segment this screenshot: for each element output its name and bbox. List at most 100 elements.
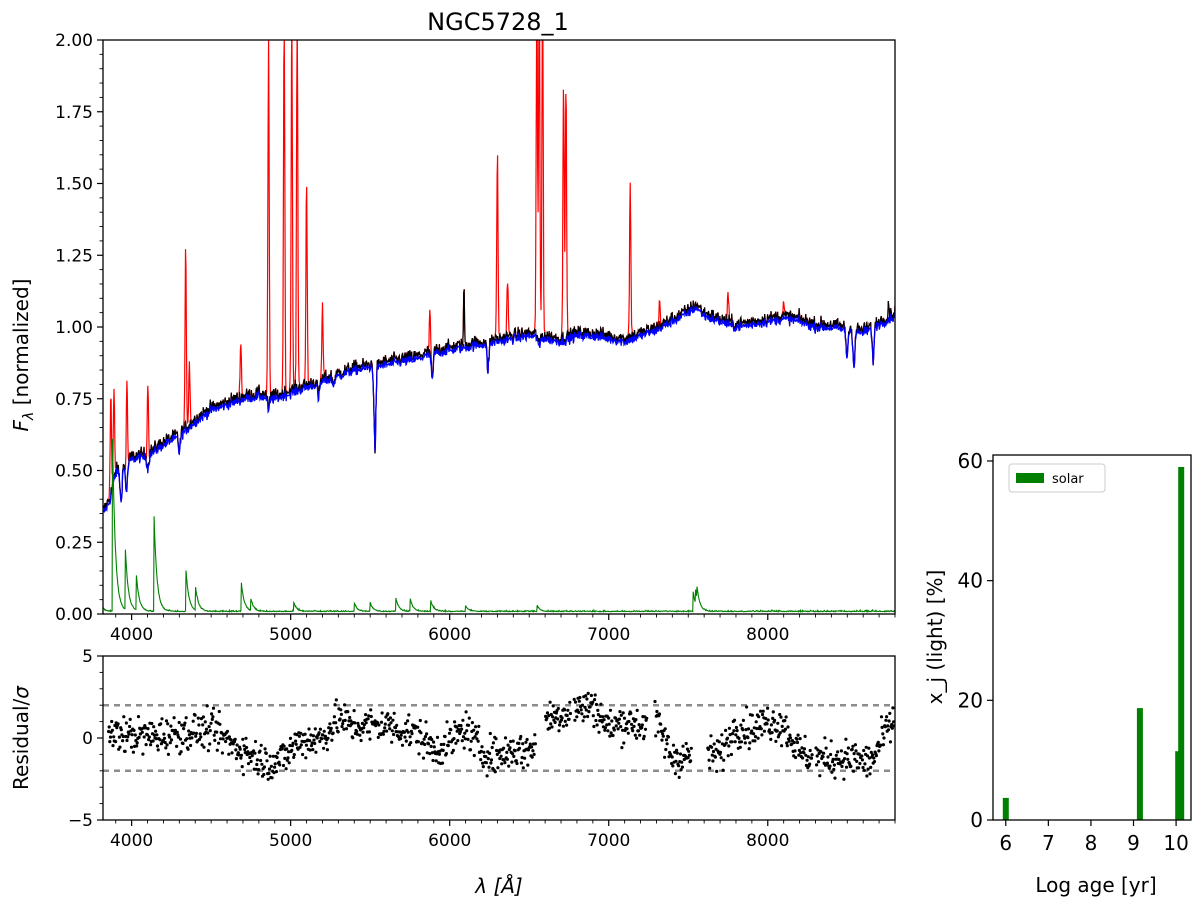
residual-point bbox=[707, 758, 711, 762]
residual-x-tick-label: 7000 bbox=[587, 831, 630, 851]
residual-point bbox=[468, 748, 473, 752]
residual-point bbox=[556, 717, 560, 721]
residual-point bbox=[663, 727, 667, 731]
residual-point bbox=[548, 700, 552, 704]
residual-point bbox=[832, 767, 836, 772]
residual-point bbox=[862, 768, 866, 772]
residual-point bbox=[318, 727, 322, 731]
residual-point bbox=[724, 741, 728, 745]
residual-point bbox=[822, 751, 826, 755]
spectrum-series bbox=[103, 40, 895, 614]
residual-point bbox=[123, 749, 127, 754]
residual-point bbox=[594, 718, 598, 723]
residual-point bbox=[843, 757, 847, 761]
residual-point bbox=[497, 750, 501, 754]
residual-point bbox=[475, 730, 480, 734]
residual-point bbox=[339, 712, 343, 717]
residual-point bbox=[713, 755, 718, 759]
residual-point bbox=[168, 735, 172, 739]
residual-point bbox=[881, 732, 885, 736]
residual-point bbox=[137, 735, 141, 740]
residual-point bbox=[485, 774, 489, 778]
spectrum-y-axis-label-rest: [normalized] bbox=[9, 279, 33, 412]
residual-point bbox=[717, 740, 721, 744]
residual-point bbox=[366, 717, 370, 721]
residual-point bbox=[333, 703, 337, 707]
residual-point bbox=[766, 706, 770, 710]
residual-point bbox=[796, 733, 800, 737]
residual-point bbox=[884, 718, 888, 722]
residual-point bbox=[494, 737, 498, 741]
residual-point bbox=[829, 739, 833, 743]
residual-point bbox=[430, 737, 434, 742]
residual-point bbox=[779, 715, 783, 719]
residual-point bbox=[737, 736, 741, 741]
residual-point bbox=[338, 717, 342, 721]
residual-point bbox=[447, 731, 452, 735]
residual-point bbox=[514, 759, 518, 763]
residual-point bbox=[313, 741, 317, 746]
residual-point bbox=[783, 719, 787, 723]
residual-point bbox=[722, 758, 726, 762]
residual-point bbox=[788, 733, 792, 737]
residual-point bbox=[601, 715, 605, 719]
residual-point bbox=[302, 739, 307, 744]
residual-point bbox=[774, 739, 778, 744]
residual-point bbox=[735, 729, 739, 733]
residual-point bbox=[315, 736, 319, 740]
residual-point bbox=[609, 731, 613, 735]
residual-point bbox=[719, 756, 723, 760]
residual-point bbox=[882, 736, 886, 740]
residual-point bbox=[334, 698, 338, 702]
residual-x-tick-label: 6000 bbox=[428, 831, 471, 851]
residual-point bbox=[339, 708, 343, 712]
residual-point bbox=[565, 713, 569, 718]
residual-y-tick-label: 5 bbox=[82, 647, 93, 667]
residual-point bbox=[238, 747, 242, 751]
residual-point bbox=[163, 740, 167, 745]
residual-point bbox=[182, 727, 186, 731]
residual-point bbox=[524, 740, 528, 744]
residual-point bbox=[828, 764, 832, 768]
residual-point bbox=[382, 729, 386, 733]
residual-point bbox=[440, 761, 445, 765]
residual-point bbox=[637, 723, 641, 727]
residual-point bbox=[444, 752, 448, 756]
residual-point bbox=[496, 766, 500, 770]
residual-point bbox=[343, 718, 347, 723]
residual-point bbox=[359, 738, 363, 743]
residual-point bbox=[592, 724, 596, 729]
residual-point bbox=[404, 739, 408, 743]
residual-point bbox=[155, 733, 159, 737]
residual-point bbox=[756, 736, 760, 740]
residual-point bbox=[584, 694, 588, 698]
residual-point bbox=[286, 756, 290, 760]
residual-point bbox=[265, 759, 269, 763]
residual-point bbox=[808, 748, 812, 753]
residual-point bbox=[155, 744, 160, 748]
residual-point bbox=[267, 771, 271, 776]
residual-point bbox=[267, 767, 272, 771]
residual-series bbox=[103, 691, 895, 781]
residual-point bbox=[677, 775, 681, 780]
residual-point bbox=[831, 757, 835, 762]
residual-point bbox=[275, 755, 279, 760]
residual-point bbox=[324, 741, 328, 745]
residual-point bbox=[259, 743, 263, 747]
population-bar bbox=[1178, 467, 1185, 820]
residual-point bbox=[753, 739, 757, 743]
population-x-tick-label: 8 bbox=[1085, 831, 1098, 855]
residual-point bbox=[839, 749, 844, 753]
residual-point bbox=[142, 735, 146, 739]
residual-point bbox=[846, 757, 850, 761]
residual-point bbox=[234, 748, 238, 752]
spectrum-y-tick-label: 0.75 bbox=[55, 390, 93, 410]
residual-point bbox=[348, 715, 352, 720]
residual-point bbox=[656, 730, 660, 734]
residual-point bbox=[715, 769, 719, 774]
residual-point bbox=[887, 719, 891, 723]
residual-point bbox=[110, 719, 114, 724]
residual-point bbox=[132, 728, 136, 733]
residual-point bbox=[674, 759, 678, 763]
residual-point bbox=[215, 748, 219, 752]
